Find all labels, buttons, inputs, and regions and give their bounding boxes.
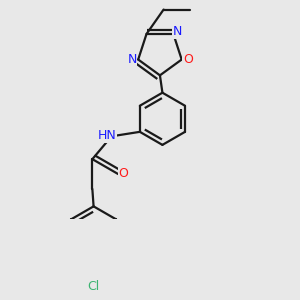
Text: Cl: Cl	[88, 280, 100, 292]
Text: N: N	[106, 130, 116, 143]
Text: HN: HN	[98, 129, 116, 142]
Text: O: O	[183, 53, 193, 66]
Text: N: N	[172, 25, 182, 38]
Text: O: O	[119, 167, 129, 180]
Text: N: N	[127, 53, 137, 66]
Text: H: H	[101, 130, 110, 140]
